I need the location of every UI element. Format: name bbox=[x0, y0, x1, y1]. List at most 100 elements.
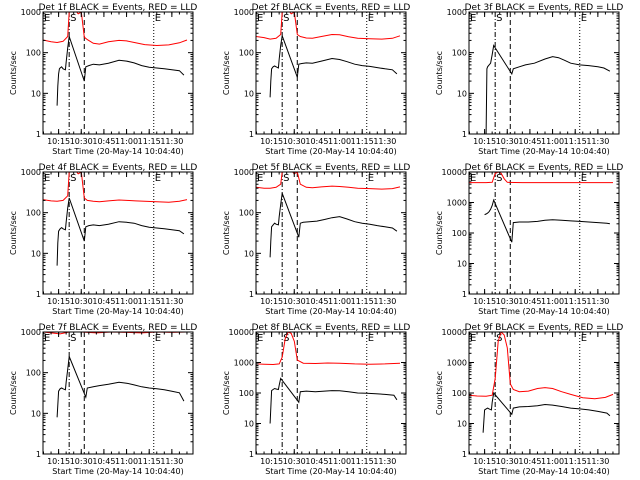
marker-label-1: E bbox=[44, 13, 50, 24]
x-tick-label: 11:30 bbox=[586, 457, 609, 466]
plot-title: Det 1f BLACK = Events, RED = LLD bbox=[39, 3, 198, 13]
events-series-line bbox=[484, 198, 610, 243]
events-series-line bbox=[482, 391, 611, 433]
marker-label-2: S bbox=[70, 13, 76, 24]
x-axis-label: Start Time (20-May-14 10:04:40) bbox=[478, 307, 609, 316]
x-tick-label: 10:15 bbox=[473, 297, 496, 306]
plot-frame bbox=[42, 331, 194, 455]
marker-label-2: S bbox=[283, 333, 289, 344]
y-axis-label: Counts/sec bbox=[9, 371, 18, 415]
x-tick-label: 11:00 bbox=[541, 137, 564, 146]
y-axis-label: Counts/sec bbox=[435, 51, 444, 95]
marker-label-1: E bbox=[257, 13, 263, 24]
y-tick-label: 1000 bbox=[21, 8, 41, 17]
x-tick-label: 10:45 bbox=[518, 297, 541, 306]
x-tick-label: 11:00 bbox=[541, 297, 564, 306]
events-series-line bbox=[269, 35, 398, 98]
marker-label-1: E bbox=[44, 173, 50, 184]
events-series-line bbox=[56, 36, 185, 106]
y-tick-label: 1000 bbox=[21, 168, 41, 177]
x-axis-label: Start Time (20-May-14 10:04:40) bbox=[265, 467, 396, 476]
y-axis-label: Counts/sec bbox=[435, 211, 444, 255]
x-tick-label: 10:30 bbox=[496, 137, 519, 146]
x-tick-label: 11:30 bbox=[373, 137, 396, 146]
marker-label-2: S bbox=[70, 333, 76, 344]
y-tick-label: 100 bbox=[452, 389, 467, 398]
y-tick-label: 100 bbox=[26, 369, 41, 378]
x-tick-label: 10:45 bbox=[518, 457, 541, 466]
x-axis-label: Start Time (20-May-14 10:04:40) bbox=[52, 307, 183, 316]
x-tick-label: 10:15 bbox=[260, 137, 283, 146]
x-tick-label: 10:45 bbox=[92, 297, 115, 306]
marker-label-4: E bbox=[581, 333, 587, 344]
x-tick-label: 10:30 bbox=[283, 297, 306, 306]
plot-frame bbox=[468, 171, 620, 295]
events-series-line bbox=[56, 197, 185, 266]
x-tick-label: 11:15 bbox=[564, 457, 587, 466]
events-series-line bbox=[269, 377, 398, 424]
y-tick-label: 1000 bbox=[447, 8, 467, 17]
x-tick-label: 10:30 bbox=[496, 297, 519, 306]
events-series-line bbox=[56, 356, 185, 418]
plot-frame bbox=[255, 171, 407, 295]
plot-frame bbox=[468, 11, 620, 135]
y-tick-label: 10 bbox=[457, 89, 467, 98]
y-tick-label: 100 bbox=[452, 49, 467, 58]
x-axis-label: Start Time (20-May-14 10:04:40) bbox=[478, 467, 609, 476]
lld-series-line bbox=[43, 12, 188, 47]
x-tick-label: 10:45 bbox=[518, 137, 541, 146]
marker-label-1: E bbox=[44, 333, 50, 344]
plot-title: Det 3f BLACK = Events, RED = LLD bbox=[465, 3, 624, 13]
lld-series-line bbox=[43, 172, 188, 203]
marker-label-4: E bbox=[581, 13, 587, 24]
x-tick-label: 10:30 bbox=[70, 137, 93, 146]
lld-series-line bbox=[469, 332, 614, 400]
x-tick-label: 11:30 bbox=[160, 297, 183, 306]
x-tick-label: 11:15 bbox=[351, 137, 374, 146]
marker-label-2: S bbox=[70, 173, 76, 184]
events-series-line bbox=[269, 193, 398, 258]
x-tick-label: 11:00 bbox=[541, 457, 564, 466]
y-tick-label: 10 bbox=[244, 89, 254, 98]
y-tick-label: 10 bbox=[31, 249, 41, 258]
x-tick-label: 10:15 bbox=[260, 457, 283, 466]
marker-label-4: E bbox=[155, 173, 161, 184]
x-tick-label: 11:30 bbox=[586, 137, 609, 146]
plot-frame bbox=[255, 11, 407, 135]
y-tick-label: 100 bbox=[239, 389, 254, 398]
x-tick-label: 11:30 bbox=[373, 457, 396, 466]
x-tick-label: 11:15 bbox=[138, 297, 161, 306]
marker-label-1: E bbox=[470, 13, 476, 24]
x-axis-label: Start Time (20-May-14 10:04:40) bbox=[52, 467, 183, 476]
x-tick-label: 11:15 bbox=[138, 457, 161, 466]
y-axis-label: Counts/sec bbox=[222, 211, 231, 255]
marker-label-1: E bbox=[470, 173, 476, 184]
y-tick-label: 100 bbox=[239, 209, 254, 218]
marker-label-4: E bbox=[368, 13, 374, 24]
x-tick-label: 11:00 bbox=[115, 297, 138, 306]
x-axis-label: Start Time (20-May-14 10:04:40) bbox=[265, 147, 396, 156]
x-tick-label: 11:00 bbox=[328, 297, 351, 306]
x-tick-label: 11:15 bbox=[351, 297, 374, 306]
x-tick-label: 10:30 bbox=[70, 297, 93, 306]
lld-series-line bbox=[469, 172, 613, 184]
plot-frame bbox=[42, 11, 194, 135]
x-tick-label: 11:30 bbox=[160, 137, 183, 146]
events-series-line bbox=[485, 44, 611, 134]
x-tick-label: 10:30 bbox=[283, 457, 306, 466]
x-tick-label: 11:00 bbox=[328, 457, 351, 466]
y-tick-label: 1000 bbox=[447, 199, 467, 208]
y-axis-label: Counts/sec bbox=[222, 371, 231, 415]
plot-title: Det 7f BLACK = Events, RED = LLD bbox=[39, 323, 198, 333]
y-tick-label: 1 bbox=[36, 130, 41, 139]
x-tick-label: 11:15 bbox=[138, 137, 161, 146]
plot-title: Det 5f BLACK = Events, RED = LLD bbox=[252, 163, 411, 173]
y-axis-label: Counts/sec bbox=[222, 51, 231, 95]
x-tick-label: 10:15 bbox=[47, 457, 70, 466]
y-tick-label: 1 bbox=[249, 290, 254, 299]
